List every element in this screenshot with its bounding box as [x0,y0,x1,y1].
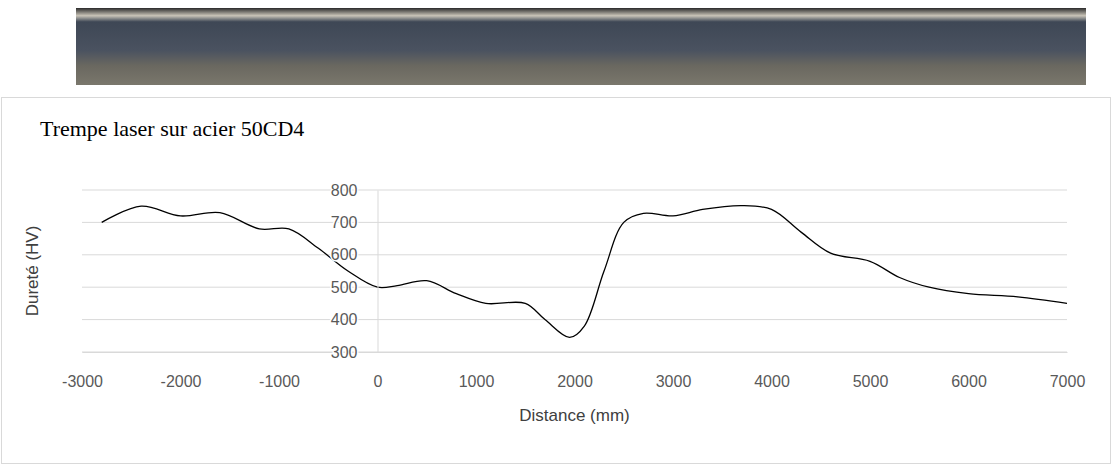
plot-area [102,206,1067,338]
y-tick-label: 500 [331,279,358,296]
y-tick: 800 [331,182,378,199]
y-tick: 600 [331,246,378,263]
x-tick: -1000 [259,352,300,390]
x-tick-label: 7000 [1050,373,1086,390]
y-tick-label: 600 [331,246,358,263]
x-axis-line [83,352,1068,353]
photo-strip [76,8,1086,85]
grid-line [82,287,1067,288]
chart-title: Trempe laser sur acier 50CD4 [40,116,304,141]
y-tick-label: 400 [331,311,358,328]
x-tick-label: 3000 [656,373,692,390]
x-tick-label: 5000 [853,373,889,390]
x-tick-label: -3000 [62,373,103,390]
x-tick-label: 1000 [459,373,495,390]
x-tick-label: 0 [374,373,383,390]
y-tick: 500 [331,279,378,296]
y-tick: 400 [331,311,378,328]
grid [82,190,1067,352]
x-tick: -2000 [161,352,202,390]
x-tick: 7000 [1050,352,1086,390]
y-tick-label: 800 [331,182,358,199]
x-tick: 1000 [459,352,495,390]
x-tick: 2000 [557,352,593,390]
x-tick-label: 2000 [557,373,593,390]
y-tick: 700 [331,214,378,231]
chart-frame [2,98,1111,464]
y-axis-line [378,191,379,353]
x-tick: -3000 [62,352,103,390]
y-axis-title: Dureté (HV) [23,226,42,317]
x-tick: 3000 [656,352,692,390]
x-axis-title: Distance (mm) [519,406,630,425]
x-axis: -3000 -2000 -1000 0 1000 2000 3000 4000 5000 6000… [62,352,1085,390]
grid-line [82,190,1067,191]
y-tick-label: 300 [331,344,358,361]
x-tick-label: 4000 [754,373,790,390]
grid-line [82,319,1067,320]
x-tick: 4000 [754,352,790,390]
data-line [102,206,1067,338]
y-tick-label: 700 [331,214,358,231]
y-tick: 300 [331,344,378,361]
grid-line [82,352,1067,353]
x-tick: 6000 [951,352,987,390]
x-tick-label: 6000 [951,373,987,390]
grid-line [82,222,1067,223]
x-tick: 0 [374,352,383,390]
grid-line [82,254,1067,255]
x-tick-label: -2000 [161,373,202,390]
x-tick-label: -1000 [259,373,300,390]
y-axis: 300 400 500 600 700 800 [331,182,378,361]
x-tick: 5000 [853,352,889,390]
